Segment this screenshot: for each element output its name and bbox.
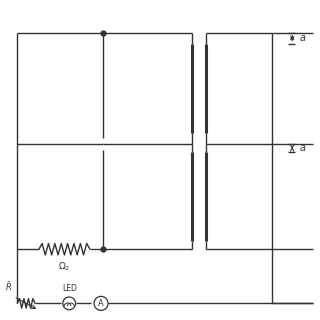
- Text: A: A: [98, 299, 104, 308]
- Text: $\bar{R}$: $\bar{R}$: [5, 280, 12, 293]
- Text: LED: LED: [62, 284, 76, 293]
- Text: $a$: $a$: [299, 33, 307, 43]
- Text: $\Omega_2$: $\Omega_2$: [58, 260, 71, 273]
- Text: $a$: $a$: [299, 143, 307, 153]
